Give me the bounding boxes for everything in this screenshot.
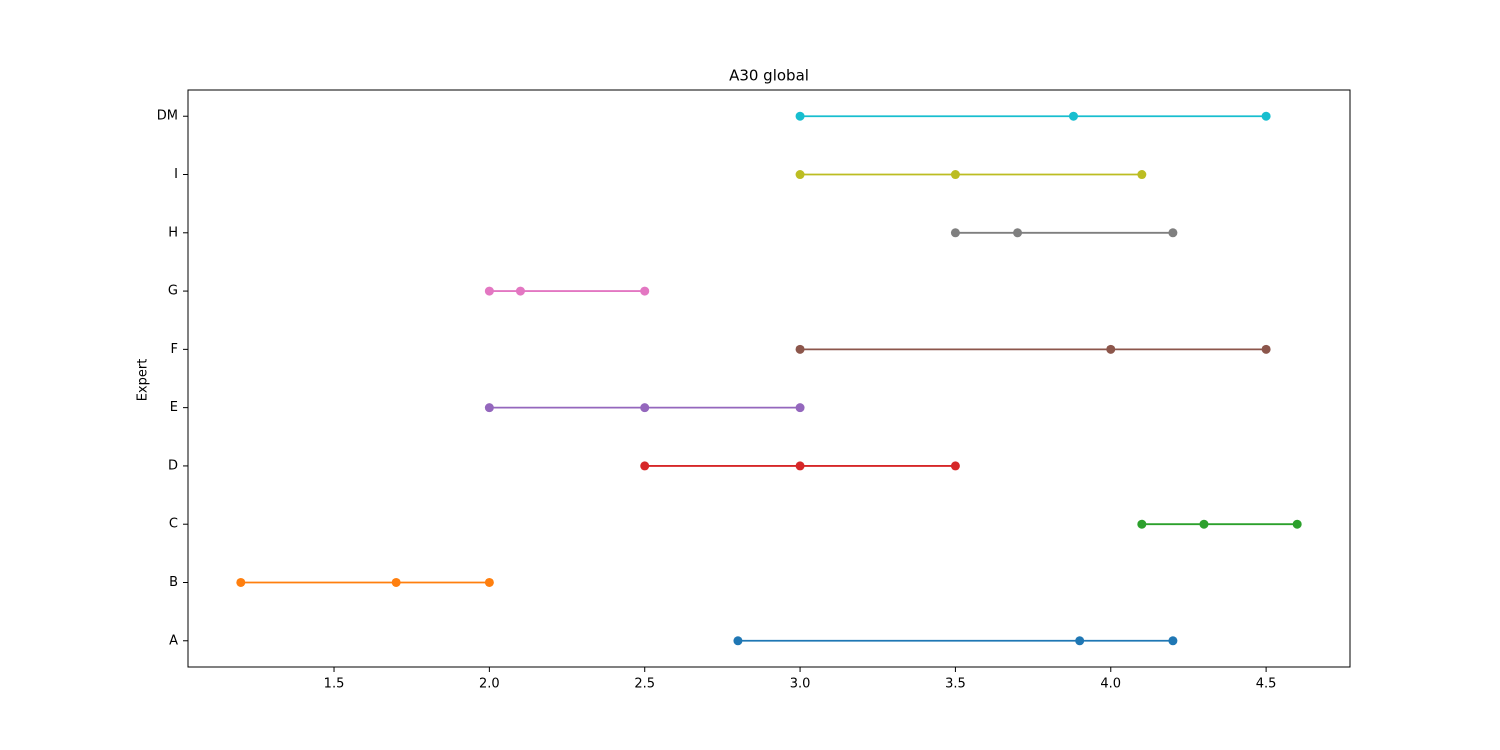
point (391, 577, 401, 587)
x-tick-label: 2.5 (634, 677, 655, 692)
point (795, 111, 805, 121)
point (484, 286, 494, 296)
x-tick-label: 1.5 (324, 677, 345, 692)
point (950, 228, 960, 238)
point (640, 286, 650, 296)
point (1168, 636, 1178, 646)
y-tick-label: DM (157, 109, 178, 124)
point (1261, 111, 1271, 121)
y-tick-label: A (169, 633, 178, 648)
point (950, 461, 960, 471)
y-axis-label: Expert (136, 359, 151, 402)
x-tick-label: 2.0 (479, 677, 500, 692)
point (1137, 170, 1147, 180)
plot-frame (187, 89, 1351, 668)
point (1013, 228, 1023, 238)
y-tick-label: B (169, 575, 178, 590)
point (1068, 111, 1078, 121)
point (1168, 228, 1178, 238)
y-tick-label: I (174, 167, 178, 182)
point (640, 461, 650, 471)
point (1261, 344, 1271, 354)
point (950, 170, 960, 180)
point (1292, 519, 1302, 529)
y-tick-label: F (171, 342, 178, 357)
point (236, 577, 246, 587)
point (484, 577, 494, 587)
x-tick-label: 4.5 (1256, 677, 1277, 692)
x-tick-label: 4.0 (1100, 677, 1121, 692)
point (795, 461, 805, 471)
point (1137, 519, 1147, 529)
x-tick-label: 3.0 (790, 677, 811, 692)
point (795, 170, 805, 180)
point (733, 636, 743, 646)
y-tick-label: H (168, 225, 178, 240)
point (1075, 636, 1085, 646)
x-tick-label: 3.5 (945, 677, 966, 692)
y-tick-label: G (168, 284, 178, 299)
point (1106, 344, 1116, 354)
point (1199, 519, 1209, 529)
y-tick-label: C (169, 517, 178, 532)
point (795, 344, 805, 354)
point (515, 286, 525, 296)
y-tick-label: D (168, 458, 178, 473)
y-tick-label: E (170, 400, 178, 415)
point (640, 403, 650, 413)
point (795, 403, 805, 413)
chart-title: A30 global (729, 67, 809, 85)
point (484, 403, 494, 413)
